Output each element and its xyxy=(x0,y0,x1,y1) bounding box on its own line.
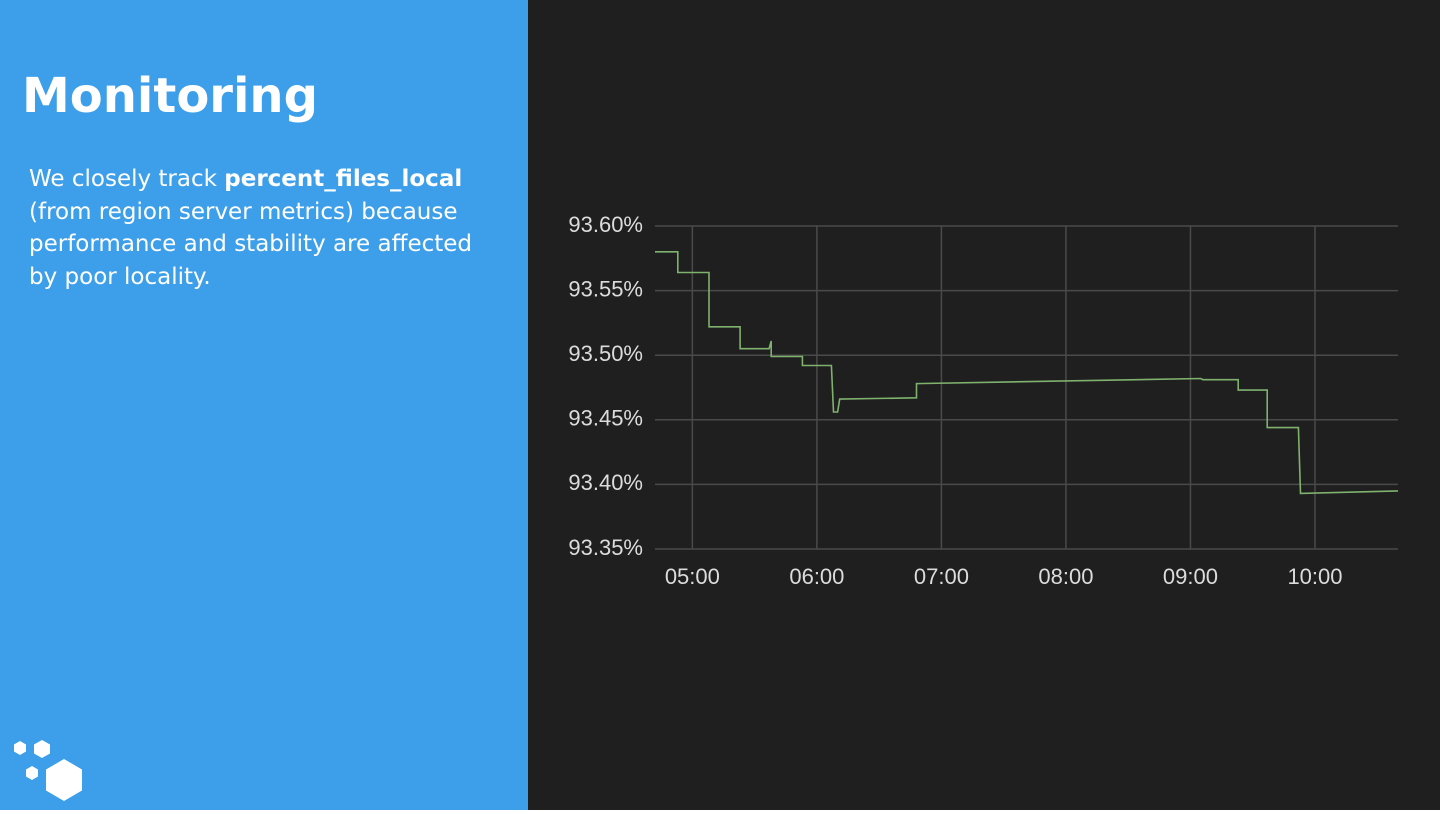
y-tick-label: 93.60% xyxy=(568,212,643,237)
x-tick-label: 08:00 xyxy=(1038,564,1093,589)
logo xyxy=(14,740,82,801)
data-line xyxy=(655,251,1399,495)
x-tick-label: 07:00 xyxy=(914,564,969,589)
y-tick-label: 93.35% xyxy=(568,535,643,560)
x-tick-label: 10:00 xyxy=(1287,564,1342,589)
x-tick-label: 05:00 xyxy=(665,564,720,589)
side-panel: Monitoring We closely track percent_file… xyxy=(0,0,528,810)
body-text: We closely track xyxy=(29,166,225,192)
chart-panel: 93.35% 93.40% 93.45% 93.50% 93.55% 93.60% 05:0… xyxy=(528,0,1440,810)
chart: 93.35% 93.40% 93.45% 93.50% 93.55% 93.60% 05:0… xyxy=(568,212,1399,589)
x-tick-label: 09:00 xyxy=(1163,564,1218,589)
y-tick-label: 93.45% xyxy=(568,406,643,431)
slide-body: We closely track percent_files_local (fr… xyxy=(29,163,499,293)
body-bold: percent_files_local xyxy=(224,166,463,192)
y-tick-label: 93.55% xyxy=(568,276,643,301)
body-text: (from region server metrics) because per… xyxy=(29,198,473,290)
slide-title: Monitoring xyxy=(22,68,318,124)
x-tick-label: 06:00 xyxy=(789,564,844,589)
y-tick-label: 93.40% xyxy=(568,470,643,495)
y-tick-label: 93.50% xyxy=(568,341,643,366)
